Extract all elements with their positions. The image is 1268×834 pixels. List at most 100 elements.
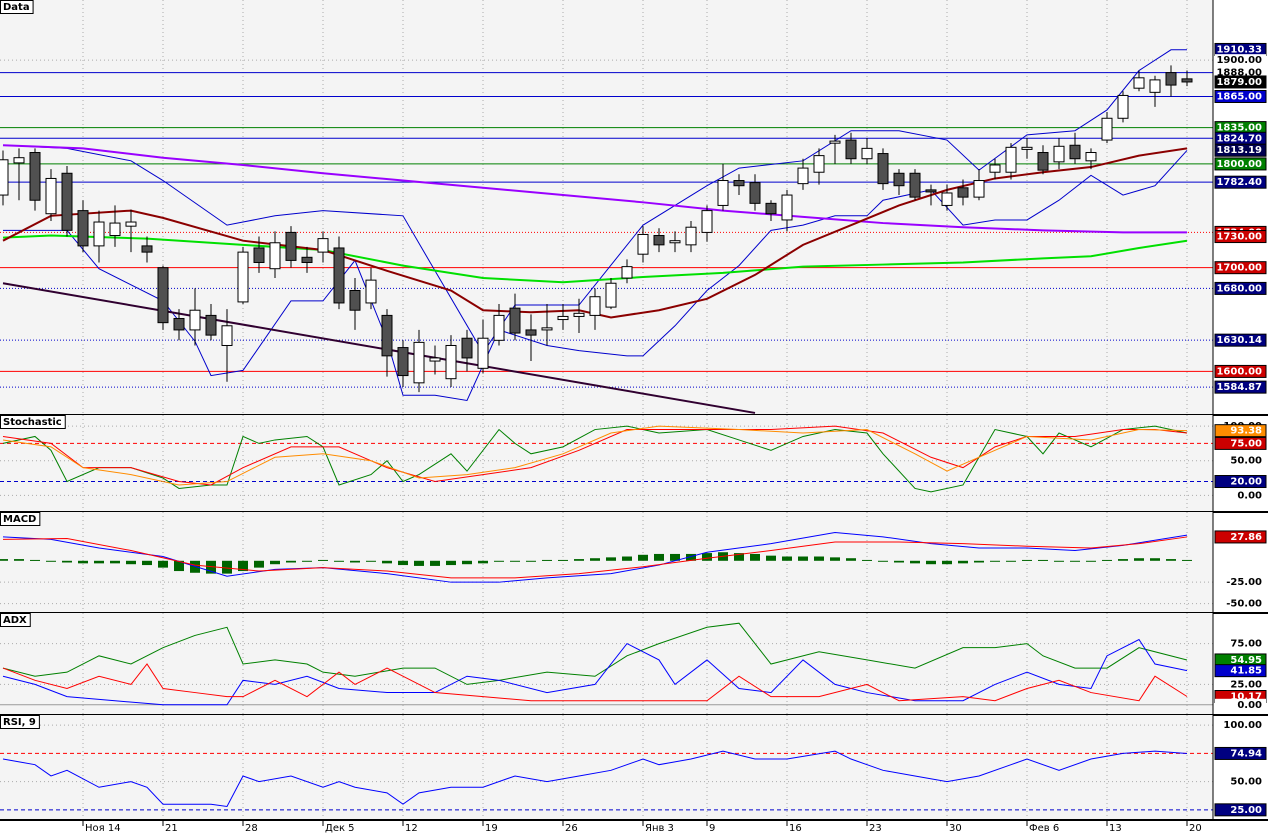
price-label: 41.85 [1230, 666, 1262, 677]
plot-area [0, 715, 1213, 820]
price-label: 1835.00 [1216, 123, 1262, 134]
candle-body [1133, 77, 1145, 89]
candle-body [445, 344, 457, 380]
x-tick-label: 16 [789, 823, 802, 834]
price-label: 1680.00 [1216, 283, 1262, 294]
price-label-box [1214, 475, 1267, 489]
x-tick-label: 23 [869, 823, 882, 834]
candle-body [813, 155, 825, 173]
price-label-box [1215, 489, 1266, 502]
candle-body [829, 140, 841, 144]
histogram-bar [414, 560, 424, 566]
price-label: 1888.00 [1216, 68, 1262, 79]
price-label-box [1214, 230, 1267, 244]
price-label: 50.00 [1230, 456, 1262, 467]
candle-body [13, 157, 25, 164]
histogram-bar [686, 553, 696, 561]
candle-body [541, 327, 553, 331]
histogram-bar [142, 560, 152, 566]
candle-body [557, 315, 569, 321]
histogram-bar [958, 560, 968, 564]
histogram-bar [350, 560, 360, 563]
histogram-bar [574, 559, 584, 561]
indicator-line [2, 536, 1188, 579]
candle-body [893, 172, 905, 187]
candle-body [253, 247, 265, 263]
histogram-bar [78, 560, 88, 564]
candle-body [1021, 146, 1033, 150]
candle-body [397, 347, 409, 377]
candle-body [877, 153, 889, 185]
price-label: 1584.87 [1216, 382, 1262, 393]
price-label-box [1214, 89, 1267, 103]
candle-body [941, 192, 953, 206]
price-label-box [1214, 424, 1267, 438]
panel-title: RSI, 9 [3, 717, 36, 728]
candle-body [605, 282, 617, 308]
x-tick-label: 21 [165, 823, 178, 834]
histogram-bar [430, 560, 440, 566]
panel-title: ADX [3, 615, 27, 626]
candle-body [157, 267, 169, 324]
candle-body [701, 210, 713, 233]
candle-body [221, 325, 233, 346]
histogram-bar [1118, 559, 1128, 561]
histogram-bar [0, 559, 8, 561]
indicator-line [2, 532, 1188, 583]
histogram-bar [1006, 560, 1016, 562]
histogram-bar [1166, 559, 1176, 561]
panel-title: Data [3, 2, 30, 13]
price-label-box [1214, 380, 1267, 394]
price-label: 1824.70 [1216, 133, 1262, 144]
candle-body [237, 251, 249, 303]
panel-title-box [0, 613, 31, 627]
histogram-bar [1070, 560, 1080, 562]
histogram-bar [14, 559, 24, 561]
candle-body [1117, 94, 1129, 119]
price-label-box [1214, 157, 1267, 171]
price-label: 1630.14 [1216, 335, 1262, 346]
price-label: 93.38 [1230, 426, 1262, 437]
candle-body [909, 172, 921, 198]
candle-body [317, 238, 329, 253]
candle-body [1165, 72, 1177, 86]
price-label-box [1214, 746, 1267, 760]
histogram-bar [702, 553, 712, 561]
histogram-bar [158, 560, 168, 568]
candle-body [989, 164, 1001, 173]
price-label: 75.00 [1230, 639, 1262, 650]
candle-body [653, 235, 665, 246]
x-tick-label: 12 [405, 823, 418, 834]
price-label: 27.86 [1230, 532, 1262, 543]
histogram-bar [46, 560, 56, 562]
histogram-bar [894, 560, 904, 563]
candle-body [1037, 152, 1049, 171]
price-label-box [1215, 637, 1266, 650]
candle-body [461, 337, 473, 359]
price-label-box [1214, 436, 1267, 450]
candle-body [509, 307, 521, 334]
plot-area [0, 0, 1213, 415]
histogram-bar [1038, 559, 1048, 561]
plot-area [0, 613, 1213, 715]
histogram-bar [30, 559, 40, 561]
histogram-bar [462, 560, 472, 565]
price-label: 50.00 [1230, 777, 1262, 788]
histogram-bar [382, 560, 392, 564]
price-label: 20.00 [1230, 477, 1262, 488]
price-label: 1879.00 [1216, 77, 1262, 88]
histogram-bar [654, 553, 664, 561]
histogram-bar [1102, 559, 1112, 561]
candle-body [349, 290, 361, 311]
histogram-bar [974, 560, 984, 563]
candle-body [429, 357, 441, 362]
candle-body [173, 318, 185, 331]
candle-body [685, 226, 697, 246]
candle-body [1005, 146, 1017, 173]
candle-body [477, 337, 489, 369]
candle-body [797, 167, 809, 185]
histogram-bar [814, 556, 824, 561]
histogram-bar [1150, 558, 1160, 561]
candle-body [1101, 117, 1113, 141]
histogram-bar [1134, 558, 1144, 561]
